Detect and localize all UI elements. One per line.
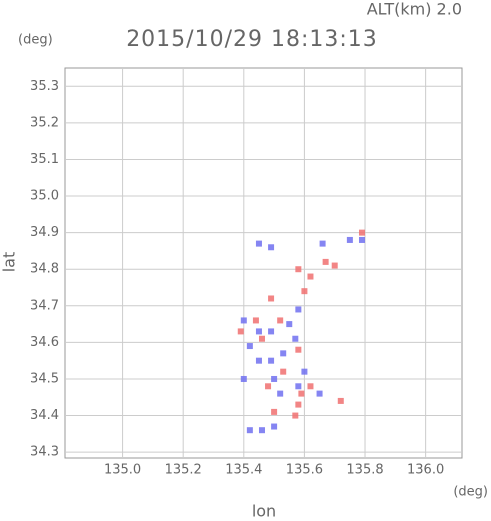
echo-point [298,390,305,397]
y-tick-label: 34.7 [30,298,59,313]
y-tick-label: 35.3 [30,79,59,94]
echo-point [358,236,365,243]
echo-point [337,397,344,404]
echo-point [252,317,259,324]
y-tick-label: 34.5 [30,371,59,386]
echo-point [246,343,253,350]
echo-point [301,368,308,375]
echo-point [358,229,365,236]
echo-point [280,368,287,375]
echo-point [295,266,302,273]
echo-point [271,423,278,430]
x-tick-label: 135.0 [104,463,141,478]
echo-point [280,350,287,357]
echo-point [277,390,284,397]
echo-point [331,262,338,269]
echo-point [268,328,275,335]
chart-title: 2015/10/29 18:13:13 [126,27,378,52]
x-tick-label: 135.8 [346,463,383,478]
echo-point [271,408,278,415]
echo-point [268,357,275,364]
echo-point [316,390,323,397]
y-tick-label: 35.2 [30,115,59,130]
x-tick-label: 136.0 [407,463,444,478]
echo-point [301,288,308,295]
echo-point [286,321,293,328]
echo-point [295,401,302,408]
echo-point [319,240,326,247]
altitude: ALT(km) 2.0 [367,0,462,19]
echo-point [346,236,353,243]
echo-point [295,383,302,390]
echo-point [307,383,314,390]
y-tick-label: 34.9 [30,225,59,240]
y-tick-label: 34.8 [30,262,59,277]
echo-point [240,317,247,324]
echo-point [292,412,299,419]
y-tick-label: 35.1 [30,152,59,167]
echo-point [268,244,275,251]
echo-point [265,383,272,390]
x-tick-label: 135.2 [165,463,202,478]
x-label: lon [252,502,276,521]
echo-point [271,375,278,382]
echo-point [255,357,262,364]
y-tick-label: 34.4 [30,408,59,423]
echo-point [237,328,244,335]
plot-frame [64,67,463,459]
echo-point [246,427,253,434]
echo-point [307,273,314,280]
y-tick-label: 34.6 [30,335,59,350]
x-tick-label: 135.4 [225,463,262,478]
echo-point [258,335,265,342]
echo-point [255,328,262,335]
echo-point [295,306,302,313]
y-tick-label: 35.0 [30,189,59,204]
x-unit: (deg) [453,485,488,500]
echo-point [255,240,262,247]
echo-point [292,335,299,342]
echo-point [240,375,247,382]
y-tick-label: 34.3 [30,445,59,460]
y-label: lat [0,252,19,273]
echo-point [277,317,284,324]
echo-point [295,346,302,353]
y-unit: (deg) [18,33,53,48]
echo-point [268,295,275,302]
echo-point [258,427,265,434]
x-tick-label: 135.6 [286,463,323,478]
echo-point [322,258,329,265]
